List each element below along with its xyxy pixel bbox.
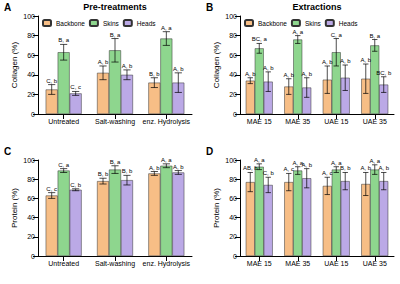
svg-text:A, b: A, b	[360, 57, 371, 63]
svg-text:enz. Hydrolysis: enz. Hydrolysis	[143, 118, 191, 126]
svg-text:A, b: A, b	[283, 72, 294, 78]
svg-text:Extractions: Extractions	[292, 2, 341, 12]
svg-text:40: 40	[229, 71, 237, 78]
svg-text:BC, a: BC, a	[252, 36, 268, 42]
svg-text:BC, b: BC, b	[376, 70, 392, 76]
svg-text:Salt-washing: Salt-washing	[95, 118, 135, 126]
svg-text:A, b: A, b	[122, 63, 133, 69]
svg-text:A, b: A, b	[360, 165, 371, 171]
svg-text:Salt-washing: Salt-washing	[95, 260, 135, 268]
svg-text:C, b: C, b	[70, 182, 82, 188]
svg-text:40: 40	[27, 71, 35, 78]
svg-text:B, a: B, a	[369, 33, 380, 39]
svg-text:A, b: A, b	[173, 164, 184, 170]
svg-text:80: 80	[229, 176, 237, 183]
svg-text:C, b: C, b	[263, 170, 275, 176]
svg-text:Protein (%): Protein (%)	[212, 188, 221, 228]
svg-text:A, a: A, a	[161, 25, 172, 31]
svg-text:MAE 15: MAE 15	[247, 260, 272, 267]
svg-text:100: 100	[225, 157, 237, 164]
svg-text:A, b: A, b	[301, 71, 312, 77]
svg-text:A, b: A, b	[263, 65, 274, 71]
svg-text:40: 40	[27, 214, 35, 221]
svg-text:0: 0	[233, 253, 237, 260]
svg-text:B, b: B, b	[149, 71, 160, 77]
svg-text:MAE 35: MAE 35	[285, 260, 310, 267]
svg-text:D: D	[206, 146, 213, 157]
svg-text:40: 40	[229, 214, 237, 221]
svg-text:80: 80	[27, 176, 35, 183]
svg-text:Backbone: Backbone	[258, 20, 287, 27]
svg-text:Pre-treatments: Pre-treatments	[83, 2, 147, 12]
svg-text:A, a: A, a	[161, 157, 172, 163]
svg-text:60: 60	[27, 195, 35, 202]
svg-text:B, a: B, a	[58, 37, 69, 43]
svg-text:60: 60	[229, 195, 237, 202]
svg-text:80: 80	[27, 32, 35, 39]
svg-text:A: A	[4, 2, 11, 13]
svg-text:100: 100	[23, 157, 35, 164]
svg-text:20: 20	[27, 91, 35, 98]
svg-text:A, b: A, b	[149, 165, 160, 171]
svg-text:A, b: A, b	[378, 165, 389, 171]
svg-text:B, a: B, a	[110, 32, 121, 38]
svg-text:Protein (%): Protein (%)	[10, 188, 19, 228]
svg-text:UAE 35: UAE 35	[363, 118, 387, 125]
svg-text:A, b: A, b	[322, 59, 333, 65]
svg-text:enz. Hydrolysis: enz. Hydrolysis	[143, 260, 191, 268]
svg-text:Heads: Heads	[339, 20, 359, 27]
svg-text:C, a: C, a	[58, 162, 70, 168]
svg-text:Collagen (%): Collagen (%)	[212, 42, 221, 89]
svg-text:C, b: C, b	[46, 78, 58, 84]
svg-text:80: 80	[229, 32, 237, 39]
svg-text:60: 60	[229, 52, 237, 59]
svg-text:60: 60	[27, 52, 35, 59]
svg-text:Skins: Skins	[103, 20, 120, 27]
svg-text:C, c: C, c	[70, 84, 81, 90]
svg-text:0: 0	[233, 111, 237, 118]
svg-text:C: C	[4, 146, 11, 157]
svg-text:A, b: A, b	[98, 59, 109, 65]
svg-text:UAE 35: UAE 35	[363, 260, 387, 267]
svg-text:A, b: A, b	[301, 162, 312, 168]
svg-text:MAE 35: MAE 35	[285, 118, 310, 125]
svg-text:A, b: A, b	[173, 66, 184, 72]
svg-text:UAE 15: UAE 15	[324, 260, 348, 267]
svg-text:Untreated: Untreated	[48, 260, 79, 267]
svg-text:20: 20	[229, 91, 237, 98]
svg-text:Collagen (%): Collagen (%)	[10, 42, 19, 89]
svg-text:B, a: B, a	[110, 159, 121, 165]
svg-text:A, a: A, a	[292, 29, 303, 35]
svg-text:AB, b: AB, b	[243, 165, 258, 171]
svg-text:Skins: Skins	[305, 20, 322, 27]
svg-text:C, a: C, a	[331, 32, 343, 38]
svg-text:B, b: B, b	[122, 168, 133, 174]
svg-text:A, b: A, b	[245, 71, 256, 77]
svg-text:UAE 15: UAE 15	[324, 118, 348, 125]
svg-text:A, a: A, a	[254, 157, 265, 163]
svg-text:100: 100	[23, 13, 35, 20]
svg-text:0: 0	[31, 111, 35, 118]
svg-text:Backbone: Backbone	[56, 20, 85, 27]
svg-text:A, b: A, b	[340, 58, 351, 64]
svg-text:C, c: C, c	[46, 186, 57, 192]
svg-text:Heads: Heads	[137, 20, 157, 27]
svg-text:20: 20	[27, 233, 35, 240]
svg-text:A, a: A, a	[330, 159, 342, 166]
svg-text:Untreated: Untreated	[48, 118, 79, 125]
svg-text:B, b: B, b	[98, 171, 109, 177]
svg-text:MAE 15: MAE 15	[247, 118, 272, 125]
svg-text:A, c: A, c	[284, 166, 294, 172]
svg-text:A, c: A, c	[322, 170, 332, 176]
svg-text:20: 20	[229, 233, 237, 240]
svg-text:0: 0	[31, 253, 35, 260]
svg-text:100: 100	[225, 13, 237, 20]
svg-text:B, b: B, b	[340, 165, 351, 171]
svg-text:A, a: A, a	[369, 158, 380, 164]
svg-text:B: B	[206, 2, 213, 13]
svg-text:A, a: A, a	[292, 159, 304, 166]
